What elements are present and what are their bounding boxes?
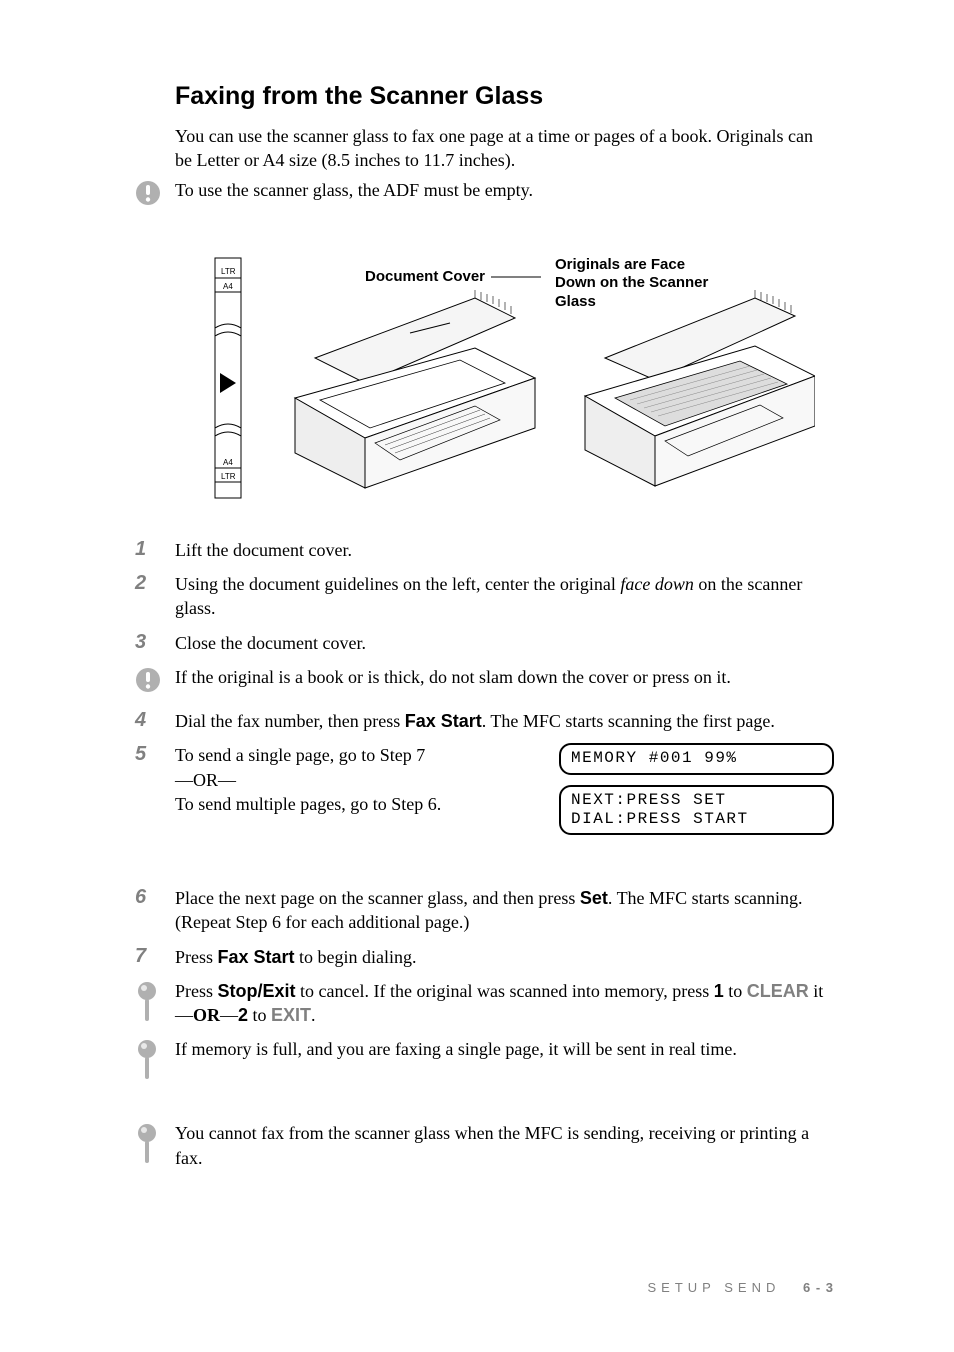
step-4-text: Dial the fax number, then press Fax Star… — [175, 709, 834, 733]
lollipop-icon — [135, 1123, 161, 1173]
scanner-figure: LTR A4 A4 LTR — [175, 238, 834, 518]
step-2-text: Using the document guidelines on the lef… — [175, 572, 834, 621]
lcd-memory: MEMORY #001 99% — [559, 743, 834, 774]
step-1-text: Lift the document cover. — [175, 538, 834, 562]
step-number: 3 — [135, 631, 159, 653]
warning-2: If the original is a book or is thick, d… — [135, 665, 834, 699]
step-number: 4 — [135, 709, 159, 731]
note-3-text: You cannot fax from the scanner glass wh… — [175, 1121, 834, 1170]
step-7-text: Press Fax Start to begin dialing. — [175, 945, 834, 969]
warning-1: To use the scanner glass, the ADF must b… — [135, 178, 834, 212]
ltr-bot-label: LTR — [221, 472, 236, 481]
lollipop-icon — [135, 981, 161, 1031]
note-3: You cannot fax from the scanner glass wh… — [135, 1121, 834, 1173]
step-7: 7 Press Fax Start to begin dialing. — [135, 945, 834, 969]
page-footer: SETUP SEND 6 - 3 — [648, 1279, 834, 1297]
intro-paragraph: You can use the scanner glass to fax one… — [175, 124, 834, 173]
note-2-text: If memory is full, and you are faxing a … — [175, 1037, 834, 1061]
warning-icon — [135, 180, 161, 212]
lollipop-icon — [135, 1039, 161, 1089]
footer-page-number: 6 - 3 — [803, 1280, 834, 1295]
figure-orientation-label: Originals are Face Down on the Scanner G… — [555, 256, 715, 312]
a4-top-label: A4 — [223, 282, 233, 291]
steps-list-cont: 4 Dial the fax number, then press Fax St… — [135, 709, 834, 845]
step-2: 2 Using the document guidelines on the l… — [135, 572, 834, 621]
step-5: 5 To send a single page, go to Step 7 —O… — [135, 743, 834, 845]
warning-2-text: If the original is a book or is thick, d… — [175, 665, 731, 689]
section-heading: Faxing from the Scanner Glass — [175, 80, 834, 114]
ltr-top-label: LTR — [221, 267, 236, 276]
note-1-text: Press Stop/Exit to cancel. If the origin… — [175, 979, 834, 1028]
steps-list-cont2: 6 Place the next page on the scanner gla… — [135, 886, 834, 969]
step-3: 3 Close the document cover. — [135, 631, 834, 655]
step-number: 7 — [135, 945, 159, 967]
step-number: 2 — [135, 572, 159, 594]
step-number: 1 — [135, 538, 159, 560]
step-6-text: Place the next page on the scanner glass… — [175, 886, 834, 935]
warning-1-text: To use the scanner glass, the ADF must b… — [175, 178, 834, 202]
lcd-next-dial: NEXT:PRESS SET DIAL:PRESS START — [559, 785, 834, 835]
figure-doc-cover-label: Document Cover — [365, 268, 541, 287]
step-number: 5 — [135, 743, 159, 765]
step-6: 6 Place the next page on the scanner gla… — [135, 886, 834, 935]
note-2: If memory is full, and you are faxing a … — [135, 1037, 834, 1089]
footer-section: SETUP SEND — [648, 1280, 781, 1295]
a4-bot-label: A4 — [223, 458, 233, 467]
lcd-displays: MEMORY #001 99% NEXT:PRESS SET DIAL:PRES… — [559, 743, 834, 845]
step-number: 6 — [135, 886, 159, 908]
step-5-text: To send a single page, go to Step 7 —OR—… — [175, 743, 539, 816]
step-4: 4 Dial the fax number, then press Fax St… — [135, 709, 834, 733]
step-3-text: Close the document cover. — [175, 631, 834, 655]
step-1: 1 Lift the document cover. — [135, 538, 834, 562]
note-1: Press Stop/Exit to cancel. If the origin… — [135, 979, 834, 1031]
steps-list: 1 Lift the document cover. 2 Using the d… — [135, 538, 834, 655]
warning-icon — [135, 667, 161, 699]
